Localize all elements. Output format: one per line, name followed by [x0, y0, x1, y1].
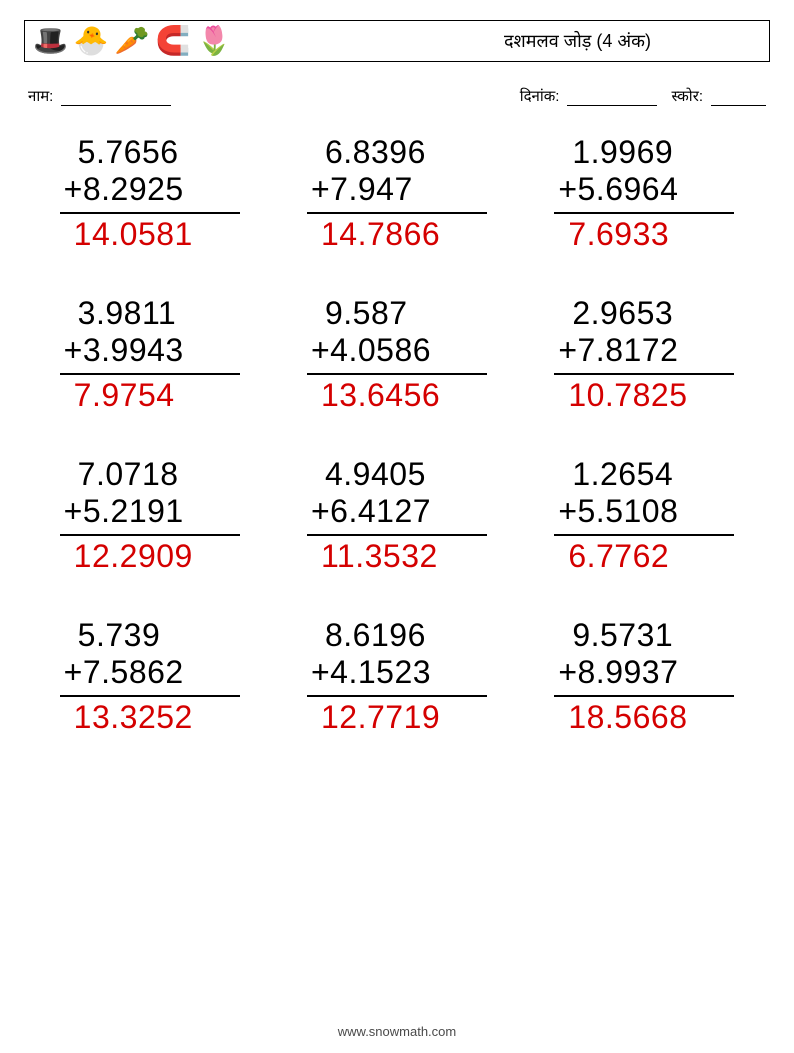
- answer: 13.3252: [60, 699, 240, 736]
- score-label: स्कोर:: [671, 86, 703, 106]
- answer: 6.7762: [554, 538, 734, 575]
- answer: 18.5668: [554, 699, 734, 736]
- addend-a: 4.9405: [307, 456, 487, 493]
- answer: 7.9754: [60, 377, 240, 414]
- rule-line: [554, 695, 734, 697]
- addend-a: 5.7656: [60, 134, 240, 171]
- answer: 12.7719: [307, 699, 487, 736]
- flower-icon: 🌷: [197, 27, 232, 55]
- answer: 13.6456: [307, 377, 487, 414]
- answer: 10.7825: [554, 377, 734, 414]
- rule-line: [60, 534, 240, 536]
- addend-a: 3.9811: [60, 295, 240, 332]
- chick-icon: 🐣: [74, 27, 109, 55]
- addend-b: +5.5108: [554, 493, 734, 530]
- rule-line: [307, 212, 487, 214]
- rule-line: [307, 534, 487, 536]
- rule-line: [307, 373, 487, 375]
- addend-b: +8.2925: [60, 171, 240, 208]
- addend-a: 9.5731: [554, 617, 734, 654]
- addend-a: 1.9969: [554, 134, 734, 171]
- problem: 5.739+7.5862 13.3252: [60, 617, 240, 736]
- problem: 1.9969+5.6964 7.6933: [554, 134, 734, 253]
- problem: 3.9811+3.9943 7.9754: [60, 295, 240, 414]
- addend-b: +6.4127: [307, 493, 487, 530]
- rule-line: [554, 212, 734, 214]
- addend-a: 9.587: [307, 295, 487, 332]
- addend-a: 8.6196: [307, 617, 487, 654]
- horseshoe-icon: 🧲: [156, 27, 191, 55]
- problem: 4.9405+6.4127 11.3532: [307, 456, 487, 575]
- problem: 8.6196+4.1523 12.7719: [307, 617, 487, 736]
- hat-icon: 🎩: [33, 27, 68, 55]
- problems-grid: 5.7656+8.2925 14.0581 6.8396+7.947 14.7866 1…: [24, 134, 770, 736]
- answer: 14.0581: [60, 216, 240, 253]
- info-row: नाम: दिनांक: स्कोर:: [24, 86, 770, 106]
- answer: 14.7866: [307, 216, 487, 253]
- addend-b: +7.5862: [60, 654, 240, 691]
- addend-b: +4.1523: [307, 654, 487, 691]
- addend-b: +3.9943: [60, 332, 240, 369]
- rule-line: [60, 695, 240, 697]
- rule-line: [60, 212, 240, 214]
- addend-b: +8.9937: [554, 654, 734, 691]
- carrot-icon: 🥕: [115, 27, 150, 55]
- rule-line: [554, 534, 734, 536]
- rule-line: [307, 695, 487, 697]
- rule-line: [554, 373, 734, 375]
- problem: 6.8396+7.947 14.7866: [307, 134, 487, 253]
- problem: 9.587+4.0586 13.6456: [307, 295, 487, 414]
- addend-a: 2.9653: [554, 295, 734, 332]
- addend-b: +7.8172: [554, 332, 734, 369]
- problem: 1.2654+5.5108 6.7762: [554, 456, 734, 575]
- answer: 7.6933: [554, 216, 734, 253]
- footer-text: www.snowmath.com: [338, 1024, 456, 1039]
- addend-a: 7.0718: [60, 456, 240, 493]
- rule-line: [60, 373, 240, 375]
- name-blank[interactable]: [61, 92, 171, 106]
- date-blank[interactable]: [567, 92, 657, 106]
- addend-a: 5.739: [60, 617, 240, 654]
- problem: 2.9653+7.8172 10.7825: [554, 295, 734, 414]
- addend-a: 6.8396: [307, 134, 487, 171]
- score-blank[interactable]: [711, 92, 766, 106]
- date-label: दिनांक:: [520, 86, 560, 106]
- addend-b: +7.947: [307, 171, 487, 208]
- problem: 7.0718+5.2191 12.2909: [60, 456, 240, 575]
- addend-b: +4.0586: [307, 332, 487, 369]
- name-label: नाम:: [28, 86, 53, 106]
- header-icons: 🎩 🐣 🥕 🧲 🌷: [33, 27, 231, 55]
- header-box: 🎩 🐣 🥕 🧲 🌷 दशमलव जोड़ (4 अंक): [24, 20, 770, 62]
- worksheet-title: दशमलव जोड़ (4 अंक): [504, 29, 761, 53]
- problem: 9.5731+8.9937 18.5668: [554, 617, 734, 736]
- footer: www.snowmath.com: [0, 1024, 794, 1039]
- addend-b: +5.6964: [554, 171, 734, 208]
- problem: 5.7656+8.2925 14.0581: [60, 134, 240, 253]
- addend-a: 1.2654: [554, 456, 734, 493]
- worksheet-page: 🎩 🐣 🥕 🧲 🌷 दशमलव जोड़ (4 अंक) नाम: दिनांक…: [0, 0, 794, 736]
- addend-b: +5.2191: [60, 493, 240, 530]
- answer: 11.3532: [307, 538, 487, 575]
- answer: 12.2909: [60, 538, 240, 575]
